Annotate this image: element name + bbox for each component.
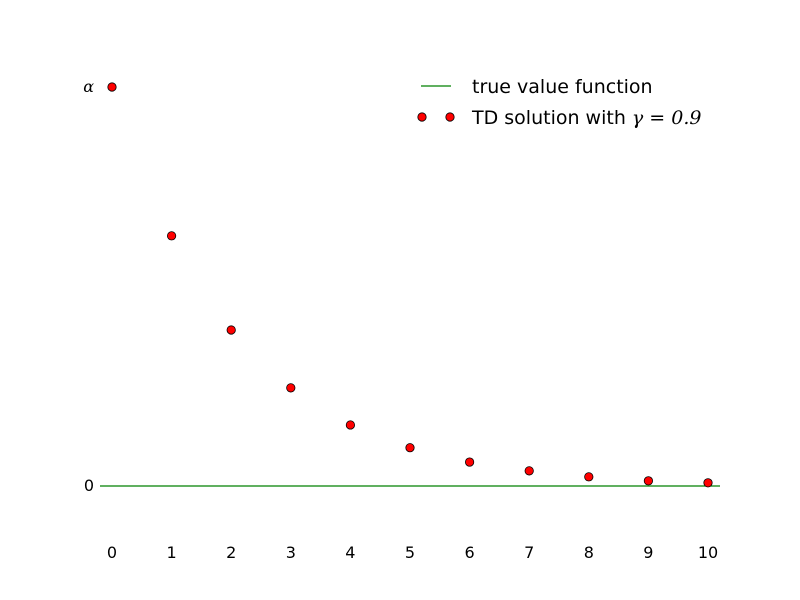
x-tick-label: 3 [286,543,296,562]
x-tick-label: 7 [524,543,534,562]
x-tick-label: 4 [345,543,355,562]
legend-swatch-td-marker [417,112,427,122]
y-tick-label: 0 [84,476,94,495]
legend-label-td-solution: TD solution with γ = 0.9 [471,107,701,129]
x-tick-label: 2 [226,543,236,562]
data-point-td-solution [405,443,415,453]
data-point-td-solution [584,472,594,482]
x-tick-labels: 0 1 2 3 4 5 6 7 8 9 10 [107,543,718,562]
data-point-td-solution [286,383,296,393]
data-point-td-solution [167,231,177,241]
y-tick-labels: 0α [83,77,94,495]
data-point-td-solution [345,420,355,430]
x-tick-label: 8 [584,543,594,562]
series-layer [100,82,720,488]
legend-label-true-value-function: true value function [472,76,653,98]
y-tick-label: α [83,77,94,96]
data-point-td-solution [107,82,117,92]
data-point-td-solution [703,478,713,488]
data-point-td-solution [226,325,236,335]
x-tick-label: 1 [167,543,177,562]
legend-label-td-prefix: TD solution with [471,107,632,129]
data-point-td-solution [524,466,534,476]
x-tick-label: 0 [107,543,117,562]
x-tick-label: 5 [405,543,415,562]
legend: true value function TD solution with γ =… [417,76,701,129]
x-tick-label: 10 [698,543,718,562]
data-point-td-solution [643,476,654,486]
data-point-td-solution [464,457,475,467]
x-tick-label: 9 [643,543,653,562]
x-tick-label: 6 [465,543,475,562]
legend-label-gamma-value: γ = 0.9 [632,107,702,129]
legend-swatch-td-marker [445,112,455,122]
